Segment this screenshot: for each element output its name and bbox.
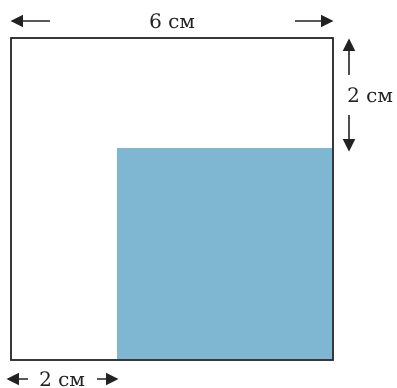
top-width-label: 6 см xyxy=(149,9,195,33)
shaded-square xyxy=(117,148,332,359)
bottom-left-label: 2 см xyxy=(39,367,85,388)
outer-square xyxy=(10,37,334,361)
right-height-label: 2 см xyxy=(347,83,393,107)
